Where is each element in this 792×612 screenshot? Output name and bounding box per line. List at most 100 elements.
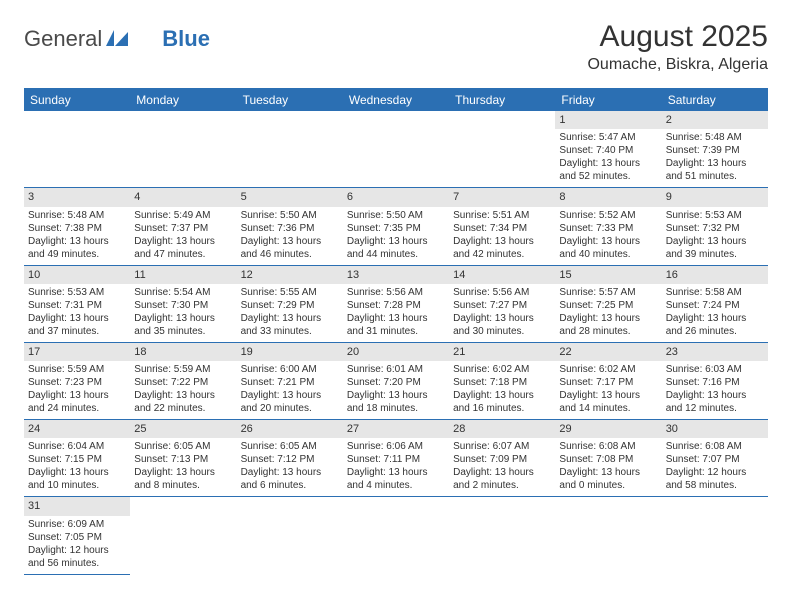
calendar-cell [343, 111, 449, 188]
day-details: Sunrise: 5:55 AMSunset: 7:29 PMDaylight:… [237, 284, 343, 342]
sunset-text: Sunset: 7:40 PM [559, 144, 657, 157]
sunrise-text: Sunrise: 5:55 AM [241, 286, 339, 299]
sunrise-text: Sunrise: 5:50 AM [347, 209, 445, 222]
day-details: Sunrise: 5:51 AMSunset: 7:34 PMDaylight:… [449, 207, 555, 265]
day-header: Thursday [449, 89, 555, 112]
sunset-text: Sunset: 7:05 PM [28, 531, 126, 544]
calendar-row: 10Sunrise: 5:53 AMSunset: 7:31 PMDayligh… [24, 265, 768, 342]
calendar-cell [343, 497, 449, 574]
daylight-text: Daylight: 13 hours and 22 minutes. [134, 389, 232, 415]
sunrise-text: Sunrise: 6:02 AM [559, 363, 657, 376]
day-number: 25 [130, 420, 236, 438]
sunset-text: Sunset: 7:22 PM [134, 376, 232, 389]
daylight-text: Daylight: 13 hours and 2 minutes. [453, 466, 551, 492]
day-number: 30 [662, 420, 768, 438]
sunrise-text: Sunrise: 6:00 AM [241, 363, 339, 376]
logo-flag-icon [106, 26, 128, 42]
calendar-cell [130, 111, 236, 188]
day-details: Sunrise: 5:58 AMSunset: 7:24 PMDaylight:… [662, 284, 768, 342]
sunset-text: Sunset: 7:39 PM [666, 144, 764, 157]
daylight-text: Daylight: 13 hours and 39 minutes. [666, 235, 764, 261]
daylight-text: Daylight: 13 hours and 52 minutes. [559, 157, 657, 183]
logo-text-general: General [24, 26, 102, 52]
day-details: Sunrise: 6:08 AMSunset: 7:07 PMDaylight:… [662, 438, 768, 496]
sunrise-text: Sunrise: 6:02 AM [453, 363, 551, 376]
calendar-row: 24Sunrise: 6:04 AMSunset: 7:15 PMDayligh… [24, 420, 768, 497]
day-number: 11 [130, 266, 236, 284]
day-number: 5 [237, 188, 343, 206]
day-details: Sunrise: 5:52 AMSunset: 7:33 PMDaylight:… [555, 207, 661, 265]
sunset-text: Sunset: 7:15 PM [28, 453, 126, 466]
sunset-text: Sunset: 7:16 PM [666, 376, 764, 389]
sunset-text: Sunset: 7:09 PM [453, 453, 551, 466]
sunrise-text: Sunrise: 6:06 AM [347, 440, 445, 453]
calendar-cell: 11Sunrise: 5:54 AMSunset: 7:30 PMDayligh… [130, 265, 236, 342]
sunrise-text: Sunrise: 5:53 AM [666, 209, 764, 222]
day-details: Sunrise: 6:02 AMSunset: 7:18 PMDaylight:… [449, 361, 555, 419]
day-number: 26 [237, 420, 343, 438]
calendar-cell: 4Sunrise: 5:49 AMSunset: 7:37 PMDaylight… [130, 188, 236, 265]
sunset-text: Sunset: 7:33 PM [559, 222, 657, 235]
sunrise-text: Sunrise: 5:53 AM [28, 286, 126, 299]
day-number: 23 [662, 343, 768, 361]
day-number: 19 [237, 343, 343, 361]
daylight-text: Daylight: 13 hours and 0 minutes. [559, 466, 657, 492]
calendar-cell: 6Sunrise: 5:50 AMSunset: 7:35 PMDaylight… [343, 188, 449, 265]
daylight-text: Daylight: 13 hours and 26 minutes. [666, 312, 764, 338]
daylight-text: Daylight: 13 hours and 6 minutes. [241, 466, 339, 492]
calendar-cell [449, 497, 555, 574]
calendar-cell: 10Sunrise: 5:53 AMSunset: 7:31 PMDayligh… [24, 265, 130, 342]
daylight-text: Daylight: 13 hours and 12 minutes. [666, 389, 764, 415]
day-header: Sunday [24, 89, 130, 112]
daylight-text: Daylight: 13 hours and 28 minutes. [559, 312, 657, 338]
day-details: Sunrise: 6:09 AMSunset: 7:05 PMDaylight:… [24, 516, 130, 574]
sunset-text: Sunset: 7:25 PM [559, 299, 657, 312]
day-number: 28 [449, 420, 555, 438]
calendar-row: 17Sunrise: 5:59 AMSunset: 7:23 PMDayligh… [24, 342, 768, 419]
calendar-cell: 29Sunrise: 6:08 AMSunset: 7:08 PMDayligh… [555, 420, 661, 497]
daylight-text: Daylight: 13 hours and 14 minutes. [559, 389, 657, 415]
daylight-text: Daylight: 12 hours and 56 minutes. [28, 544, 126, 570]
day-details: Sunrise: 5:56 AMSunset: 7:28 PMDaylight:… [343, 284, 449, 342]
calendar-cell: 15Sunrise: 5:57 AMSunset: 7:25 PMDayligh… [555, 265, 661, 342]
sunrise-text: Sunrise: 6:03 AM [666, 363, 764, 376]
day-number: 10 [24, 266, 130, 284]
sunset-text: Sunset: 7:23 PM [28, 376, 126, 389]
sunset-text: Sunset: 7:38 PM [28, 222, 126, 235]
calendar-cell: 17Sunrise: 5:59 AMSunset: 7:23 PMDayligh… [24, 342, 130, 419]
day-number: 7 [449, 188, 555, 206]
day-details: Sunrise: 5:53 AMSunset: 7:31 PMDaylight:… [24, 284, 130, 342]
day-number: 20 [343, 343, 449, 361]
logo: General Blue [24, 20, 210, 52]
calendar-cell [555, 497, 661, 574]
sunset-text: Sunset: 7:31 PM [28, 299, 126, 312]
day-details: Sunrise: 6:00 AMSunset: 7:21 PMDaylight:… [237, 361, 343, 419]
day-number: 22 [555, 343, 661, 361]
calendar-cell: 19Sunrise: 6:00 AMSunset: 7:21 PMDayligh… [237, 342, 343, 419]
calendar-cell: 20Sunrise: 6:01 AMSunset: 7:20 PMDayligh… [343, 342, 449, 419]
sunset-text: Sunset: 7:07 PM [666, 453, 764, 466]
day-header: Tuesday [237, 89, 343, 112]
daylight-text: Daylight: 13 hours and 51 minutes. [666, 157, 764, 183]
sunrise-text: Sunrise: 5:58 AM [666, 286, 764, 299]
calendar-body: 1Sunrise: 5:47 AMSunset: 7:40 PMDaylight… [24, 111, 768, 574]
day-number: 8 [555, 188, 661, 206]
sunrise-text: Sunrise: 5:59 AM [134, 363, 232, 376]
calendar-cell [237, 111, 343, 188]
daylight-text: Daylight: 13 hours and 30 minutes. [453, 312, 551, 338]
daylight-text: Daylight: 13 hours and 18 minutes. [347, 389, 445, 415]
daylight-text: Daylight: 13 hours and 37 minutes. [28, 312, 126, 338]
sunset-text: Sunset: 7:12 PM [241, 453, 339, 466]
calendar-cell [237, 497, 343, 574]
location: Oumache, Biskra, Algeria [587, 56, 768, 74]
day-details: Sunrise: 5:53 AMSunset: 7:32 PMDaylight:… [662, 207, 768, 265]
day-number: 14 [449, 266, 555, 284]
sunset-text: Sunset: 7:11 PM [347, 453, 445, 466]
calendar-cell: 13Sunrise: 5:56 AMSunset: 7:28 PMDayligh… [343, 265, 449, 342]
day-number: 16 [662, 266, 768, 284]
calendar-cell: 16Sunrise: 5:58 AMSunset: 7:24 PMDayligh… [662, 265, 768, 342]
calendar-cell: 14Sunrise: 5:56 AMSunset: 7:27 PMDayligh… [449, 265, 555, 342]
daylight-text: Daylight: 13 hours and 47 minutes. [134, 235, 232, 261]
calendar-cell: 8Sunrise: 5:52 AMSunset: 7:33 PMDaylight… [555, 188, 661, 265]
day-details: Sunrise: 6:02 AMSunset: 7:17 PMDaylight:… [555, 361, 661, 419]
